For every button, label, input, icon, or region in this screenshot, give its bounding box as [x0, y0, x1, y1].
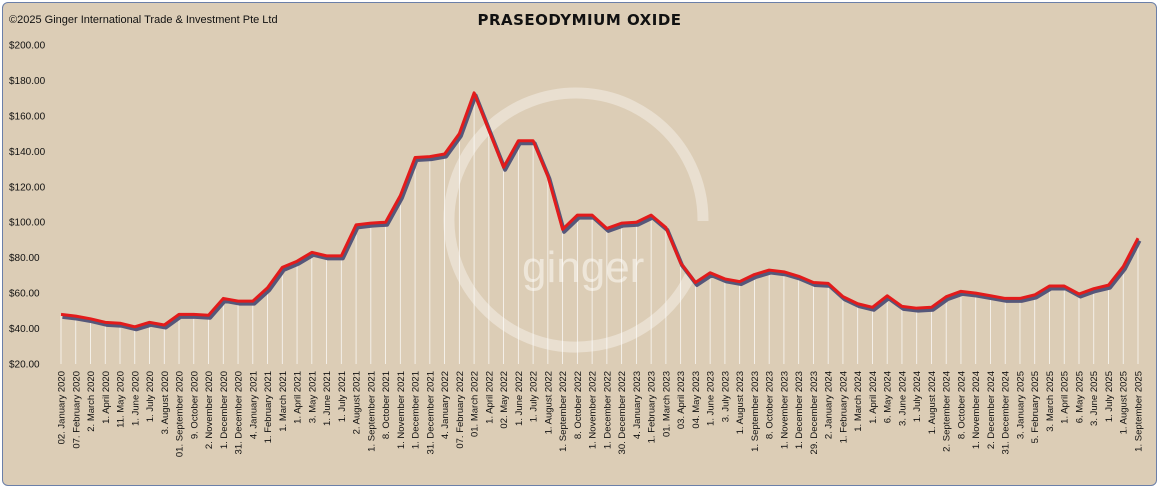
x-tick-label: 8. October 2022 — [573, 371, 584, 439]
x-tick-label: 1. December 2023 — [794, 371, 805, 449]
x-tick-label: 5. February 2025 — [1030, 371, 1041, 443]
x-tick-label: 02. January 2020 — [57, 371, 68, 444]
x-tick-label: 1. April 2022 — [484, 371, 495, 424]
y-tick-label: $200.00 — [9, 41, 46, 52]
x-tick-label: 31. December 2021 — [425, 371, 436, 454]
x-tick-label: 30. December 2022 — [617, 371, 628, 454]
x-tick-label: 8. October 2023 — [765, 371, 776, 439]
x-tick-label: 07. February 2022 — [455, 371, 466, 449]
x-tick-label: 29. December 2023 — [809, 371, 820, 454]
x-tick-label: 1. March 2024 — [853, 371, 864, 432]
x-tick-label: 3. June 2024 — [897, 371, 908, 426]
x-tick-label: 01. September 2020 — [175, 371, 186, 457]
x-tick-label: 1. November 2021 — [396, 371, 407, 449]
x-tick-label: 3. May 2021 — [307, 371, 318, 423]
x-tick-label: 8. October 2024 — [956, 371, 967, 439]
x-tick-label: 04. May 2023 — [691, 371, 702, 429]
x-tick-label: 1. April 2020 — [101, 371, 112, 424]
x-tick-label: 4. January 2022 — [440, 371, 451, 439]
x-tick-label: 1. June 2022 — [514, 371, 525, 426]
ginger-watermark-logo: ginger — [443, 87, 709, 353]
x-tick-label: 1. April 2025 — [1060, 371, 1071, 424]
x-tick-label: 1. August 2022 — [543, 371, 554, 434]
x-tick-label: 07. February 2020 — [71, 371, 82, 449]
x-tick-label: 2. January 2024 — [824, 371, 835, 439]
x-tick-label: 3. January 2025 — [1015, 371, 1026, 439]
x-tick-label: 4. January 2023 — [632, 371, 643, 439]
x-tick-label: 1. February 2021 — [263, 371, 274, 443]
x-tick-label: 1. November 2024 — [971, 371, 982, 449]
x-tick-label: 1. November 2022 — [588, 371, 599, 449]
y-tick-label: $140.00 — [9, 147, 46, 158]
x-tick-label: 1. July 2022 — [529, 371, 540, 422]
x-tick-label: 1. July 2020 — [145, 371, 156, 422]
x-tick-label: 2. March 2020 — [86, 371, 97, 432]
x-tick-label: 11. May 2020 — [116, 371, 127, 428]
y-tick-label: $40.00 — [9, 324, 40, 335]
y-axis: $20.00 $40.00 $60.00 $80.00 $100.00 $120.00 $1… — [9, 41, 46, 371]
x-tick-label: 31. December 2024 — [1001, 371, 1012, 454]
x-tick-label: 1. March 2021 — [278, 371, 289, 432]
x-tick-label: 1. August 2025 — [1119, 371, 1130, 434]
x-tick-label: 1. February 2023 — [647, 371, 658, 443]
watermark-ring-arc — [443, 87, 709, 353]
x-tick-label: 3. July 2023 — [720, 371, 731, 422]
x-tick-label: 4. January 2021 — [248, 371, 259, 439]
x-tick-label: 1. July 2025 — [1104, 371, 1115, 422]
x-tick-label: 03. April 2023 — [676, 371, 687, 429]
copyright-text: ©2025 Ginger International Trade & Inves… — [9, 14, 278, 26]
x-tick-label: 1. December 2021 — [411, 371, 422, 449]
x-tick-label: 3. August 2020 — [160, 371, 171, 434]
watermark-text: ginger — [522, 243, 644, 292]
x-tick-label: 6. May 2025 — [1074, 371, 1085, 423]
x-tick-label: 1. September 2021 — [366, 371, 377, 452]
x-tick-label: 1. August 2024 — [927, 371, 938, 434]
y-tick-label: $160.00 — [9, 111, 46, 122]
x-tick-label: 1. June 2020 — [130, 371, 141, 426]
x-tick-label: 1. December 2022 — [602, 371, 613, 449]
x-tick-label: 1. December 2020 — [219, 371, 230, 449]
x-tick-label: 02. May 2022 — [499, 371, 510, 429]
x-tick-label: 2. December 2024 — [986, 371, 997, 449]
x-tick-label: 1. September 2023 — [750, 371, 761, 452]
x-tick-label: 3. June 2025 — [1089, 371, 1100, 426]
y-tick-label: $100.00 — [9, 218, 46, 229]
y-tick-label: $180.00 — [9, 76, 46, 87]
series-line-praseodymium-oxide — [60, 91, 1140, 329]
x-tick-label: 31. December 2020 — [234, 371, 245, 454]
y-tick-label: $20.00 — [9, 360, 40, 371]
drop-lines — [60, 92, 1139, 364]
x-tick-label: 1. November 2023 — [779, 371, 790, 449]
y-tick-label: $80.00 — [9, 253, 40, 264]
x-tick-label: 1. August 2023 — [735, 371, 746, 434]
x-tick-label: 2. August 2021 — [352, 371, 363, 434]
x-tick-label: 1. June 2021 — [322, 371, 333, 426]
x-tick-label: 9. October 2020 — [189, 371, 200, 439]
x-tick-label: 3. March 2025 — [1045, 371, 1056, 432]
x-tick-label: 6. May 2024 — [883, 371, 894, 423]
x-tick-label: 2. September 2024 — [942, 371, 953, 452]
x-axis: 02. January 2020 07. February 2020 2. Marc… — [57, 371, 1145, 457]
x-tick-label: 01. March 2022 — [470, 371, 481, 437]
y-tick-label: $120.00 — [9, 182, 46, 193]
x-tick-label: 1. June 2023 — [706, 371, 717, 426]
x-tick-label: 1. September 2022 — [558, 371, 569, 452]
x-tick-label: 8. October 2021 — [381, 371, 392, 439]
x-tick-label: 1. September 2025 — [1134, 371, 1145, 452]
y-tick-label: $60.00 — [9, 289, 40, 300]
x-tick-label: 1. July 2021 — [337, 371, 348, 422]
x-tick-label: 1. February 2024 — [838, 371, 849, 443]
x-tick-label: 1. July 2024 — [912, 371, 923, 422]
x-tick-label: 1. April 2021 — [293, 371, 304, 424]
chart-title: PRASEODYMIUM OXIDE — [477, 11, 682, 29]
x-tick-label: 2. November 2020 — [204, 371, 215, 449]
x-tick-label: 01. March 2023 — [661, 371, 672, 437]
x-tick-label: 1. April 2024 — [868, 371, 879, 424]
